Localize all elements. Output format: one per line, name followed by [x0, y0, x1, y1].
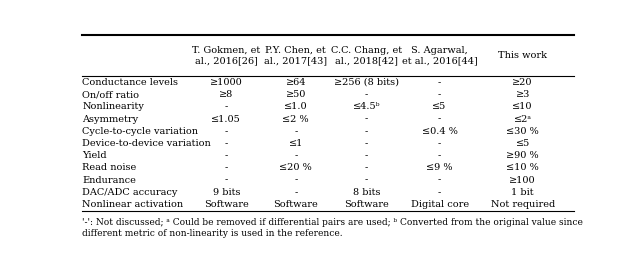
Text: -: - — [225, 139, 228, 148]
Text: -: - — [438, 139, 441, 148]
Text: -: - — [225, 163, 228, 172]
Text: P.Y. Chen, et
al., 2017[43]: P.Y. Chen, et al., 2017[43] — [264, 45, 327, 66]
Text: -: - — [294, 127, 298, 136]
Text: -: - — [294, 176, 298, 185]
Text: ≥20: ≥20 — [513, 78, 533, 87]
Text: -: - — [225, 102, 228, 111]
Text: ≥64: ≥64 — [285, 78, 306, 87]
Text: -: - — [365, 176, 368, 185]
Text: -: - — [365, 151, 368, 160]
Text: -: - — [365, 90, 368, 99]
Text: -: - — [225, 151, 228, 160]
Text: C.C. Chang, et
al., 2018[42]: C.C. Chang, et al., 2018[42] — [331, 45, 402, 66]
Text: -: - — [438, 78, 441, 87]
Text: -: - — [365, 163, 368, 172]
Text: 9 bits: 9 bits — [212, 188, 240, 197]
Text: ≤5: ≤5 — [516, 139, 530, 148]
Text: ≥8: ≥8 — [219, 90, 234, 99]
Text: Asymmetry: Asymmetry — [83, 115, 139, 124]
Text: ≤9 %: ≤9 % — [426, 163, 453, 172]
Text: ≤1.05: ≤1.05 — [211, 115, 241, 124]
Text: ≤1.0: ≤1.0 — [284, 102, 308, 111]
Text: Digital core: Digital core — [410, 200, 468, 209]
Text: ≤1: ≤1 — [289, 139, 303, 148]
Text: Nonlinear activation: Nonlinear activation — [83, 200, 184, 209]
Text: On/off ratio: On/off ratio — [83, 90, 140, 99]
Text: Conductance levels: Conductance levels — [83, 78, 179, 87]
Text: Software: Software — [273, 200, 318, 209]
Text: ≥3: ≥3 — [515, 90, 530, 99]
Text: -: - — [438, 90, 441, 99]
Text: This work: This work — [498, 51, 547, 60]
Text: Device-to-device variation: Device-to-device variation — [83, 139, 211, 148]
Text: ≥1000: ≥1000 — [210, 78, 243, 87]
Text: ≥256 (8 bits): ≥256 (8 bits) — [334, 78, 399, 87]
Text: -: - — [365, 115, 368, 124]
Text: Nonlinearity: Nonlinearity — [83, 102, 145, 111]
Text: Cycle-to-cycle variation: Cycle-to-cycle variation — [83, 127, 198, 136]
Text: -: - — [438, 176, 441, 185]
Text: -: - — [438, 151, 441, 160]
Text: -: - — [294, 151, 298, 160]
Text: ≥90 %: ≥90 % — [506, 151, 539, 160]
Text: -: - — [294, 188, 298, 197]
Text: Read noise: Read noise — [83, 163, 137, 172]
Text: ≤10 %: ≤10 % — [506, 163, 539, 172]
Text: -: - — [438, 115, 441, 124]
Text: -: - — [225, 127, 228, 136]
Text: Software: Software — [204, 200, 249, 209]
Text: DAC/ADC accuracy: DAC/ADC accuracy — [83, 188, 178, 197]
Text: ≤2ᵃ: ≤2ᵃ — [514, 115, 532, 124]
Text: ≤20 %: ≤20 % — [280, 163, 312, 172]
Text: Software: Software — [344, 200, 389, 209]
Text: -: - — [438, 188, 441, 197]
Text: '-': Not discussed; ᵃ Could be removed if differential pairs are used; ᵇ Convert: '-': Not discussed; ᵃ Could be removed i… — [83, 218, 583, 238]
Text: -: - — [365, 127, 368, 136]
Text: ≥100: ≥100 — [509, 176, 536, 185]
Text: 8 bits: 8 bits — [353, 188, 380, 197]
Text: ≤10: ≤10 — [513, 102, 533, 111]
Text: Endurance: Endurance — [83, 176, 136, 185]
Text: S. Agarwal,
et al., 2016[44]: S. Agarwal, et al., 2016[44] — [402, 45, 477, 66]
Text: ≤2 %: ≤2 % — [282, 115, 309, 124]
Text: 1 bit: 1 bit — [511, 188, 534, 197]
Text: ≤0.4 %: ≤0.4 % — [422, 127, 458, 136]
Text: ≥50: ≥50 — [285, 90, 306, 99]
Text: ≤4.5ᵇ: ≤4.5ᵇ — [353, 102, 380, 111]
Text: -: - — [365, 139, 368, 148]
Text: ≤30 %: ≤30 % — [506, 127, 539, 136]
Text: Not required: Not required — [490, 200, 555, 209]
Text: ≤5: ≤5 — [433, 102, 447, 111]
Text: Yield: Yield — [83, 151, 107, 160]
Text: T. Gokmen, et
al., 2016[26]: T. Gokmen, et al., 2016[26] — [192, 45, 260, 66]
Text: -: - — [225, 176, 228, 185]
